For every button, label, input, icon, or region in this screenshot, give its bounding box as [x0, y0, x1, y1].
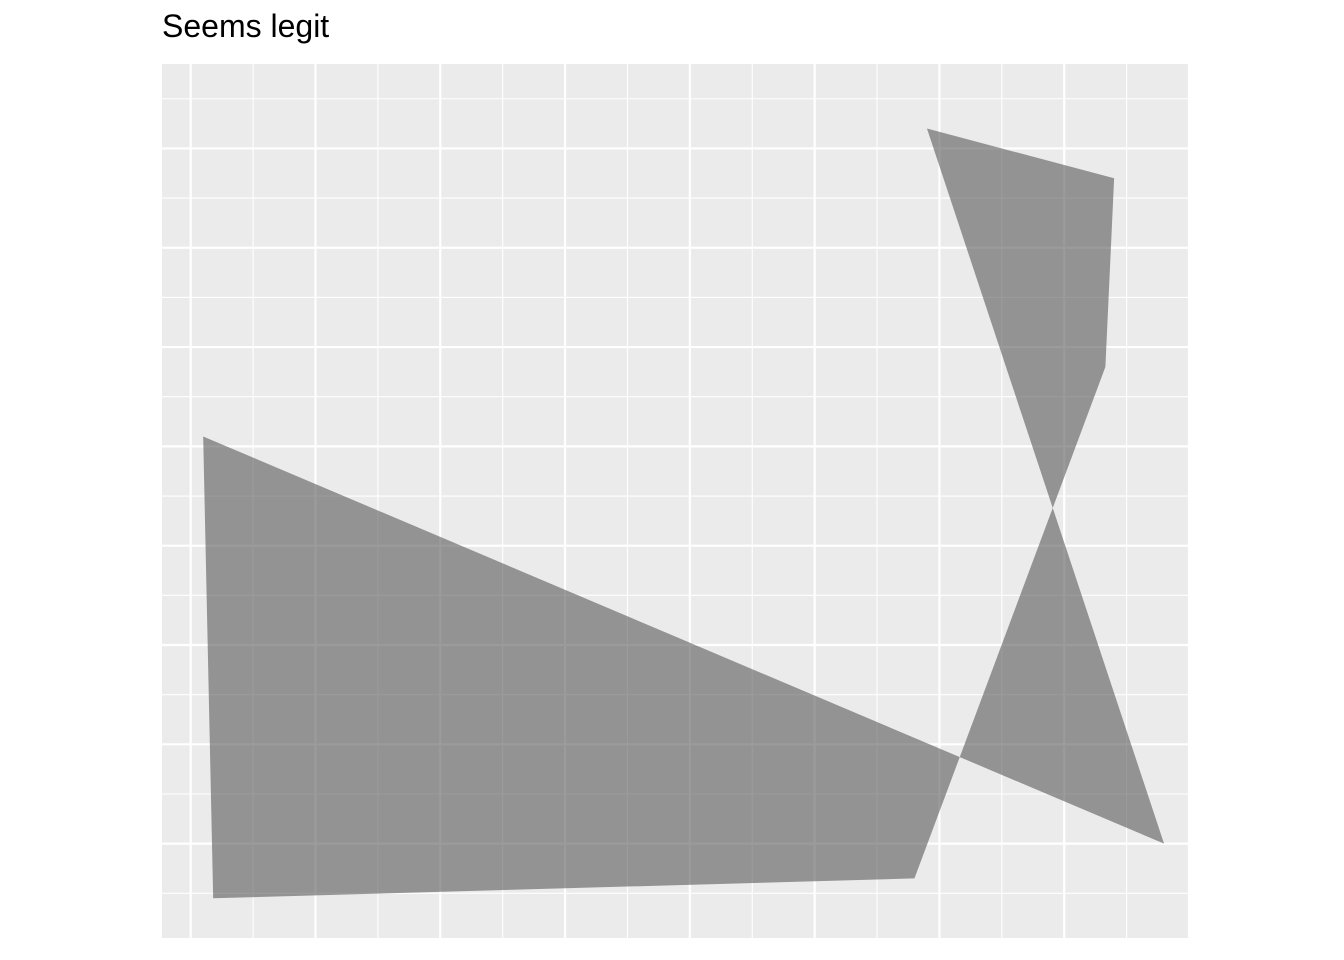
chart-title: Seems legit	[162, 8, 330, 44]
filled-polygon	[203, 128, 1165, 899]
